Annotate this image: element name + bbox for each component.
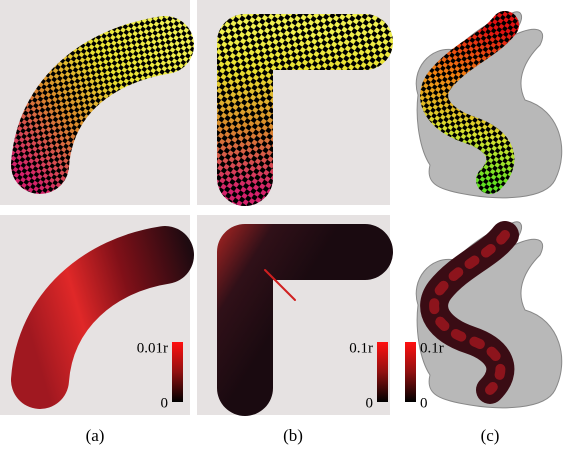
colorbar-max: 0.01r xyxy=(137,340,168,356)
colorbar-min: 0 xyxy=(366,395,374,411)
colorbar-min: 0 xyxy=(420,395,428,411)
colorbar-max: 0.1r xyxy=(349,340,373,356)
colorbar xyxy=(377,342,388,402)
figure: 0.01r 0 0.1r 0 0.1r 0 (a) (b) (c) xyxy=(0,0,579,450)
colorbar xyxy=(172,342,183,402)
panel-label: (c) xyxy=(481,426,500,445)
colorbar xyxy=(405,342,416,402)
colorbar-min: 0 xyxy=(161,395,169,411)
bunny-top xyxy=(416,12,562,198)
bunny-bottom xyxy=(416,222,562,408)
panel-label: (b) xyxy=(283,426,303,445)
colorbar-max: 0.1r xyxy=(420,340,444,356)
panel-label: (a) xyxy=(86,426,105,445)
